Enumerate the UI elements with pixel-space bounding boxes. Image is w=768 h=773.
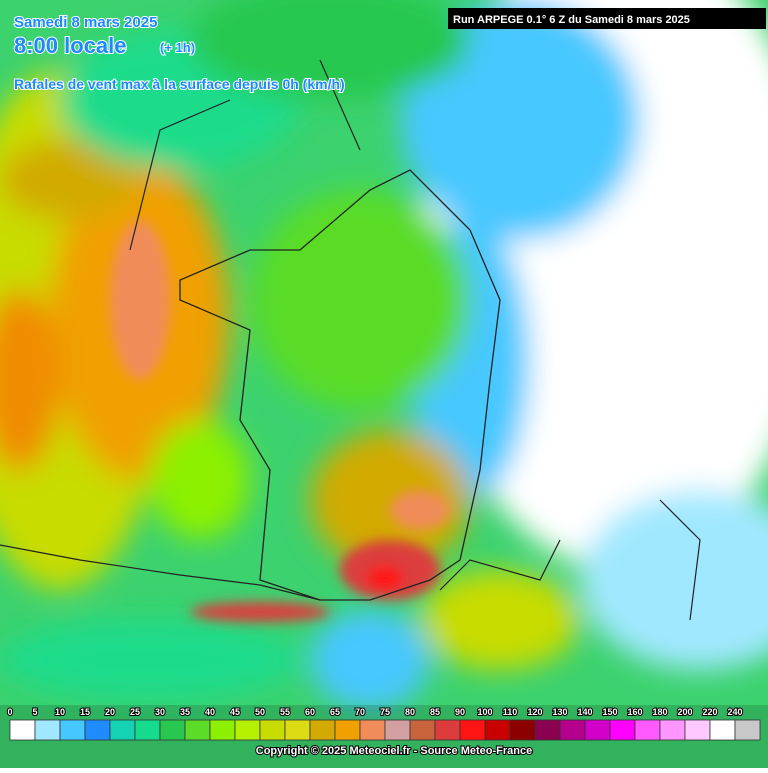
legend-label: 45 [230,707,240,717]
date: Samedi 8 mars 2025 [14,14,157,31]
time: 8:00 locale [14,33,127,58]
legend-label: 240 [727,707,742,717]
legend-swatch [459,719,486,741]
legend-label: 200 [677,707,692,717]
france-border [179,169,501,601]
legend-label: 65 [330,707,340,717]
legend-swatch [109,719,136,741]
legend-label: 130 [552,707,567,717]
legend-label: 30 [155,707,165,717]
run-label: Run ARPEGE 0.1° 6 Z du Samedi 8 mars 202… [453,14,690,26]
legend-swatch [59,719,86,741]
legend-swatch [559,719,586,741]
legend-swatch [584,719,611,741]
legend-label: 120 [527,707,542,717]
legend-label: 50 [255,707,265,717]
legend-swatch [259,719,286,741]
legend-label: 90 [455,707,465,717]
legend-swatch [684,719,711,741]
legend-label: 75 [380,707,390,717]
legend-label: 220 [702,707,717,717]
legend-swatch [84,719,111,741]
legend-swatch [309,719,336,741]
legend-swatch [484,719,511,741]
legend-label: 150 [602,707,617,717]
legend-swatch [184,719,211,741]
legend: 0 5 10 15 20 25 30 35 40 45 50 55 60 65 70 75 80 85 90 100 1… [6,706,761,741]
coastlines [0,59,701,621]
legend-label: 10 [55,707,65,717]
legend-swatch [609,719,636,741]
legend-swatch [284,719,311,741]
legend-swatch [509,719,536,741]
legend-label: 20 [105,707,115,717]
legend-swatch [9,719,36,741]
legend-swatch [134,719,161,741]
offset: (+ 1h) [160,40,195,55]
legend-label: 70 [355,707,365,717]
legend-swatch [434,719,461,741]
legend-swatch [734,719,761,741]
legend-label: 15 [80,707,90,717]
legend-swatch [234,719,261,741]
legend-swatch [534,719,561,741]
legend-swatch [709,719,736,741]
legend-swatch [384,719,411,741]
run-label-box [448,8,766,29]
legend-label: 85 [430,707,440,717]
legend-swatch [634,719,661,741]
legend-label: 160 [627,707,642,717]
legend-swatch [659,719,686,741]
legend-swatch [409,719,436,741]
legend-label: 180 [652,707,667,717]
legend-label: 0 [7,707,12,717]
legend-label: 25 [130,707,140,717]
legend-swatch [159,719,186,741]
legend-label: 35 [180,707,190,717]
legend-label: 110 [503,707,518,717]
legend-swatch [359,719,386,741]
legend-swatch [209,719,236,741]
subtitle: Rafales de vent max à la surface depuis … [14,76,345,92]
legend-label: 80 [405,707,415,717]
legend-swatch [334,719,361,741]
legend-swatch [34,719,61,741]
legend-label: 5 [32,707,37,717]
copyright: Copyright © 2025 Meteociel.fr - Source M… [256,745,532,757]
legend-label: 55 [280,707,290,717]
legend-label: 100 [477,707,492,717]
legend-label: 60 [305,707,315,717]
legend-label: 140 [577,707,592,717]
legend-label: 40 [205,707,215,717]
